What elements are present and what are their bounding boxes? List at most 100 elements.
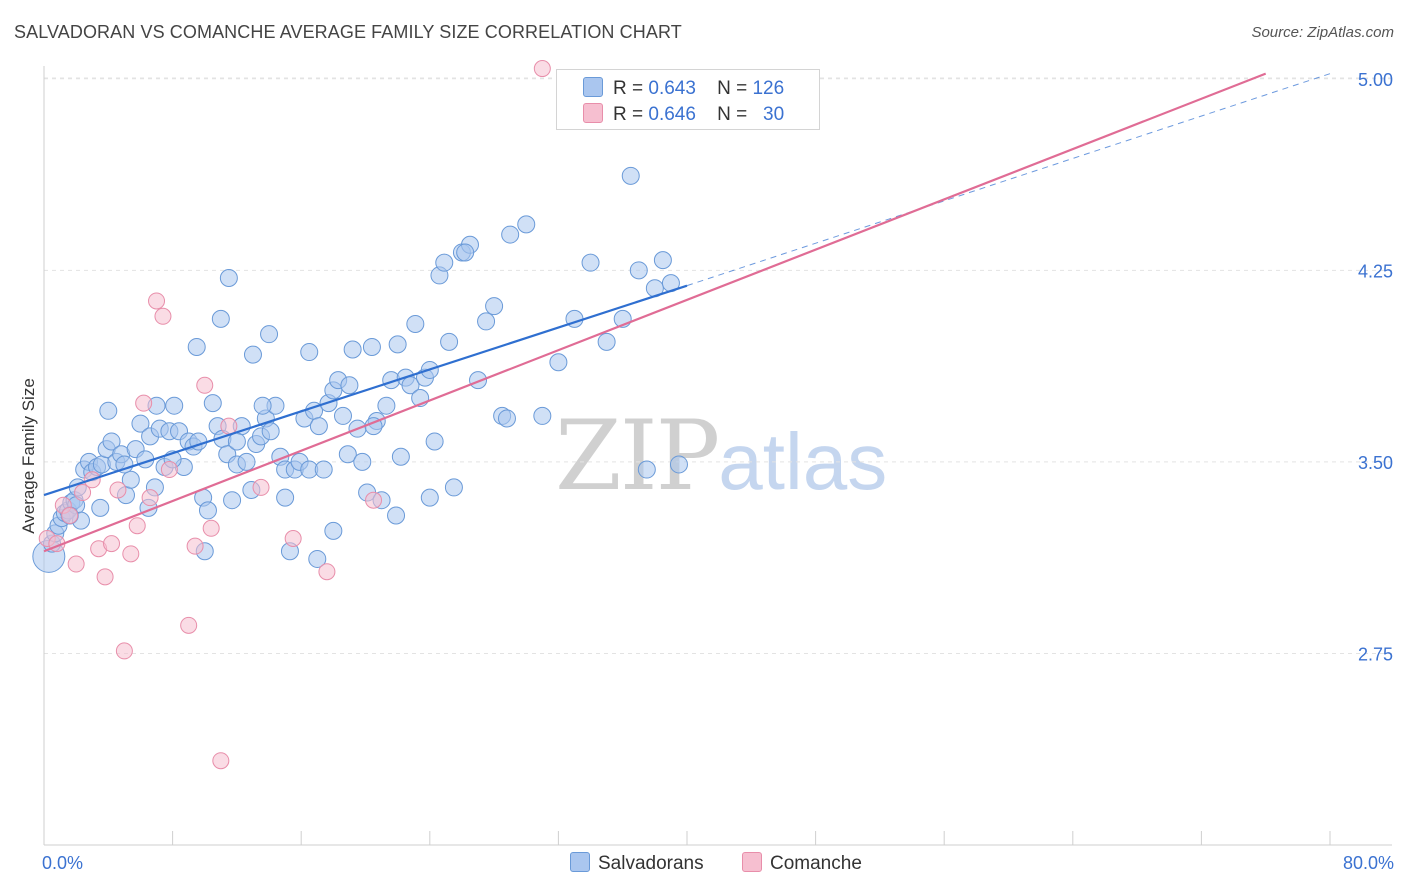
salvadorans-point xyxy=(387,506,406,525)
salvadorans-point xyxy=(99,401,118,420)
comanche-point xyxy=(67,555,85,573)
salvadorans-point xyxy=(362,337,381,356)
salvadorans-point xyxy=(91,498,110,517)
comanche-point xyxy=(365,491,383,509)
salvadorans-point xyxy=(456,243,475,262)
salvadorans-point xyxy=(501,225,520,244)
salvadorans-point xyxy=(338,445,357,464)
y-tick-label: 2.75 xyxy=(1358,644,1393,664)
salvadorans-point xyxy=(237,452,256,471)
salvadorans-point xyxy=(309,417,328,436)
salvadorans-point xyxy=(377,396,396,415)
legend-n-label: N = xyxy=(717,104,748,125)
bottom-legend-comanche: Comanche xyxy=(742,852,862,875)
salvadorans-point xyxy=(485,297,504,316)
y-axis-title: Average Family Size xyxy=(19,378,38,534)
salvadorans-r-value: 0.643 xyxy=(648,78,696,99)
salvadorans-point xyxy=(219,268,238,287)
salvadorans-point xyxy=(324,521,343,540)
salvadorans-point xyxy=(187,337,206,356)
salvadorans-point xyxy=(115,455,134,474)
comanche-point xyxy=(135,394,153,412)
comanche-point xyxy=(141,489,159,507)
comanche-point xyxy=(160,461,178,479)
salvadorans-point xyxy=(198,501,217,520)
comanche-point xyxy=(186,537,204,555)
salvadorans-point xyxy=(243,345,262,364)
salvadorans-point xyxy=(629,261,648,280)
salvadorans-point xyxy=(549,353,568,372)
watermark-atlas: atlas xyxy=(718,417,888,506)
comanche-point xyxy=(61,507,79,525)
salvadorans-point xyxy=(276,488,295,507)
chart-source: Source: ZipAtlas.com xyxy=(1251,24,1394,41)
salvadorans-point xyxy=(261,422,280,441)
salvadorans-point xyxy=(669,455,688,474)
comanche-point xyxy=(122,545,140,563)
salvadorans-point xyxy=(300,343,319,362)
salvadorans-point xyxy=(391,447,410,466)
x-tick-label: 0.0% xyxy=(42,853,83,873)
comanche-point xyxy=(252,478,270,496)
salvadorans-swatch xyxy=(583,77,603,97)
comanche-point xyxy=(154,307,172,325)
legend-n-label: N = xyxy=(717,78,748,99)
comanche-point xyxy=(96,568,114,586)
stats-legend: R = 0.643 N = 126 R = 0.646 N = 30 xyxy=(556,69,820,130)
chart-title: SALVADORAN VS COMANCHE AVERAGE FAMILY SI… xyxy=(14,22,682,42)
salvadorans-legend-swatch xyxy=(570,852,590,872)
salvadorans-point xyxy=(444,478,463,497)
comanche-point xyxy=(115,642,133,660)
salvadorans-point xyxy=(353,452,372,471)
salvadorans-point xyxy=(121,470,140,489)
salvadorans-point xyxy=(621,166,640,185)
salvadorans-point xyxy=(425,432,444,451)
comanche-r-value: 0.646 xyxy=(648,104,696,125)
comanche-point xyxy=(109,481,127,499)
salvadorans-point xyxy=(440,332,459,351)
salvadorans-point xyxy=(314,460,333,479)
legend-r-label: R = xyxy=(613,104,644,125)
salvadorans-point xyxy=(308,549,327,568)
comanche-point xyxy=(128,517,146,535)
y-tick-label: 5.00 xyxy=(1358,70,1393,90)
x-tick-label: 80.0% xyxy=(1343,853,1394,873)
comanche-n-value: 30 xyxy=(763,104,785,125)
salvadorans-point xyxy=(597,332,616,351)
salvadorans-point xyxy=(165,396,184,415)
salvadorans-point xyxy=(517,215,536,234)
comanche-point xyxy=(103,535,121,553)
salvadorans-point xyxy=(435,253,454,272)
salvadorans-legend-label: Salvadorans xyxy=(598,853,704,874)
salvadorans-trendline xyxy=(43,284,688,497)
salvadorans-point xyxy=(497,409,516,428)
salvadorans-point xyxy=(477,312,496,331)
comanche-point xyxy=(533,60,551,78)
salvadorans-n-value: 126 xyxy=(752,78,785,99)
legend-row-salvadorans: R = 0.643 N = 126 xyxy=(583,77,784,101)
salvadorans-point xyxy=(102,432,121,451)
salvadorans-point xyxy=(343,340,362,359)
legend-r-label: R = xyxy=(613,78,644,99)
salvadorans-point xyxy=(260,325,279,344)
comanche-swatch xyxy=(583,103,603,123)
comanche-trendline xyxy=(43,72,1267,553)
salvadorans-point xyxy=(581,253,600,272)
salvadorans-point xyxy=(533,406,552,425)
comanche-point xyxy=(202,519,220,537)
salvadorans-point xyxy=(203,394,222,413)
comanche-point xyxy=(196,376,214,394)
salvadorans-trendline-extension xyxy=(686,73,1331,287)
salvadorans-point xyxy=(653,251,672,270)
comanche-point xyxy=(318,563,336,581)
salvadorans-point xyxy=(211,309,230,328)
salvadorans-point xyxy=(420,488,439,507)
comanche-legend-label: Comanche xyxy=(770,853,862,874)
comanche-point xyxy=(74,484,92,502)
salvadorans-point xyxy=(340,376,359,395)
comanche-point xyxy=(284,530,302,548)
salvadorans-point xyxy=(406,314,425,333)
salvadorans-point xyxy=(333,406,352,425)
salvadorans-point xyxy=(253,396,272,415)
